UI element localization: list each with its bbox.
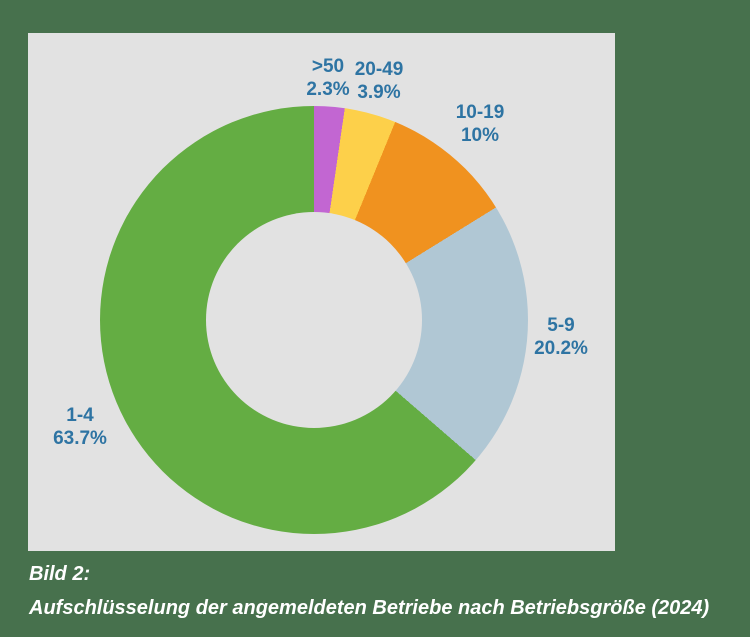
segment-label-gt50: >50 2.3% <box>306 55 349 101</box>
segment-label-range: 5-9 <box>547 315 575 336</box>
segment-label-percent: 10% <box>460 125 500 146</box>
segment-label-10-19: 10-19 10% <box>456 101 505 147</box>
figure-caption-line2: Aufschlüsselung der angemeldeten Betrieb… <box>29 597 710 619</box>
chart-card: >50 2.3% 20-49 3.9% 10-19 10% 5-9 20.2% … <box>28 33 615 551</box>
segment-label-percent: 20.2% <box>534 338 588 359</box>
segment-label-percent: 63.7% <box>53 428 107 449</box>
segment-label-1-4: 1-4 63.7% <box>53 404 107 450</box>
segment-label-percent: 2.3% <box>306 79 350 100</box>
donut-chart <box>100 106 528 534</box>
segment-label-range: 1-4 <box>66 405 94 426</box>
segment-label-range: 20-49 <box>354 59 404 80</box>
segment-label-20-49: 20-49 3.9% <box>355 58 404 104</box>
figure-caption-line1: Bild 2: <box>29 563 91 585</box>
figure-caption: Bild 2: Aufschlüsselung der angemeldeten… <box>29 557 709 625</box>
donut-hole <box>206 212 422 428</box>
segment-label-percent: 3.9% <box>357 82 401 103</box>
segment-label-range: 10-19 <box>455 102 505 123</box>
segment-label-5-9: 5-9 20.2% <box>534 314 588 360</box>
segment-label-range: >50 <box>311 56 345 77</box>
